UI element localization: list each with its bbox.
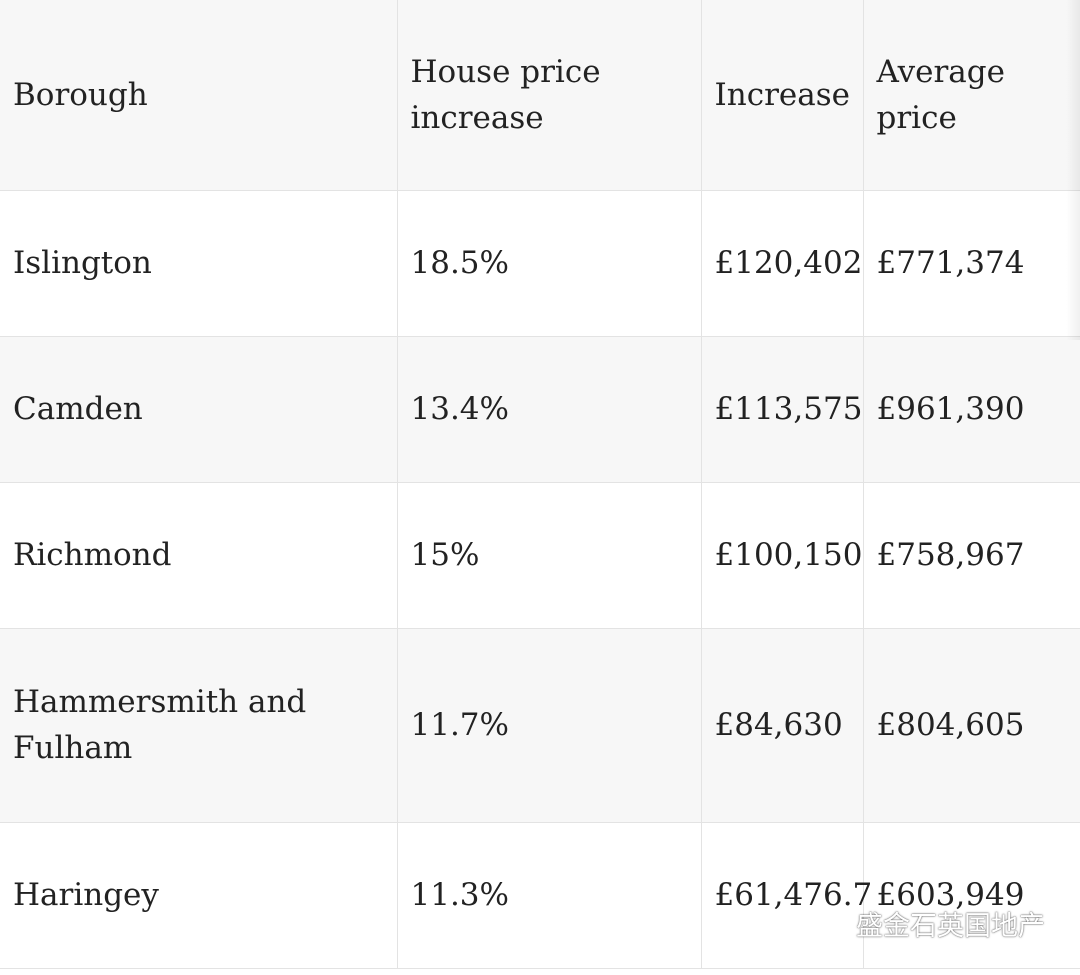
table-body: Islington 18.5% £120,402 £771,374 Camden… — [0, 189, 1080, 969]
header-increase: Increase — [700, 0, 864, 191]
header-average-price: Average price — [862, 0, 1080, 191]
cell-borough: Richmond — [0, 481, 398, 629]
table-row: Haringey 11.3% £61,476.7 £603,949 — [0, 821, 1080, 969]
cell-increase: £120,402 — [700, 189, 864, 337]
cell-borough: Haringey — [0, 821, 398, 969]
cell-borough: Hammersmith and Fulham — [0, 627, 398, 823]
cell-increase: £84,630 — [700, 627, 864, 823]
cell-house-price-increase: 11.7% — [396, 627, 702, 823]
cell-house-price-increase: 13.4% — [396, 335, 702, 483]
cell-average-price: £603,949 — [862, 821, 1080, 969]
header-borough: Borough — [0, 0, 398, 191]
cell-house-price-increase: 15% — [396, 481, 702, 629]
table-row: Hammersmith and Fulham 11.7% £84,630 £80… — [0, 627, 1080, 823]
cell-house-price-increase: 11.3% — [396, 821, 702, 969]
cell-increase: £100,150 — [700, 481, 864, 629]
cell-increase: £61,476.7 — [700, 821, 872, 969]
table-header: Borough House price increase Increase Av… — [0, 0, 1080, 191]
cell-house-price-increase: 18.5% — [396, 189, 702, 337]
table-row: Camden 13.4% £113,575 £961,390 — [0, 335, 1080, 483]
cell-borough: Islington — [0, 189, 398, 337]
cell-average-price: £758,967 — [862, 481, 1080, 629]
cell-average-price: £771,374 — [862, 189, 1080, 337]
header-house-price-increase: House price increase — [396, 0, 702, 191]
cell-average-price: £961,390 — [862, 335, 1080, 483]
cell-borough: Camden — [0, 335, 398, 483]
header-row: Borough House price increase Increase Av… — [0, 0, 1080, 191]
cell-average-price: £804,605 — [862, 627, 1080, 823]
table-row: Richmond 15% £100,150 £758,967 — [0, 481, 1080, 629]
cell-increase: £113,575 — [700, 335, 864, 483]
table-row: Islington 18.5% £120,402 £771,374 — [0, 189, 1080, 337]
